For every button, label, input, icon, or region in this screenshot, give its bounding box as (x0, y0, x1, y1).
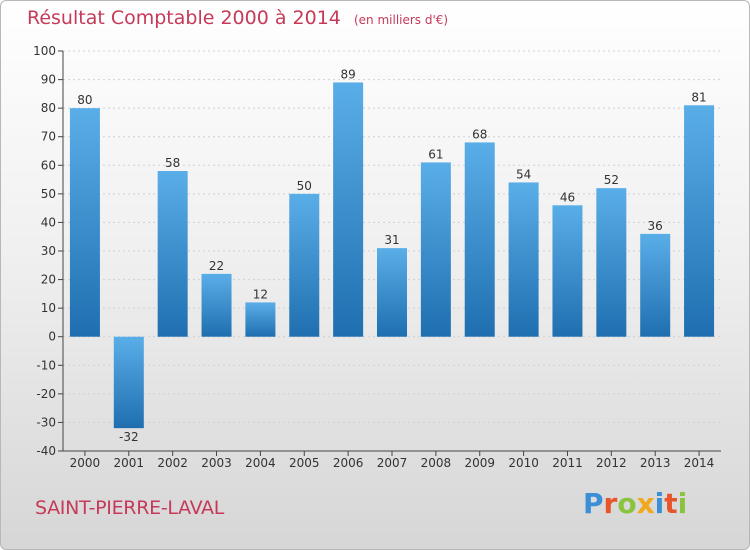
y-tick-label: -20 (36, 387, 56, 401)
data-label-2001: -32 (119, 430, 139, 444)
chart-subtitle: (en milliers d'€) (353, 13, 449, 27)
data-label-2008: 61 (428, 147, 443, 161)
x-tick-label-2001: 2001 (114, 456, 145, 470)
y-tick-label: 60 (41, 158, 56, 172)
y-tick-label: -30 (36, 415, 56, 429)
logo-letter: P (583, 487, 604, 520)
bar-2011 (552, 205, 583, 337)
bar-2006 (333, 82, 364, 337)
data-labels: 80 -32 58 22 12 50 89 31 61 68 54 46 52 36 81 (77, 67, 706, 444)
bar-2013 (640, 233, 671, 337)
bars (69, 82, 715, 429)
y-tick-label: 0 (48, 330, 56, 344)
y-tick-label: -40 (36, 444, 56, 458)
y-tick-label: 50 (41, 187, 56, 201)
x-tick-label-2004: 2004 (245, 456, 276, 470)
x-tick-label-2009: 2009 (464, 456, 495, 470)
data-label-2007: 31 (384, 233, 399, 247)
y-tick-label: 30 (41, 244, 56, 258)
data-label-2004: 12 (253, 287, 268, 301)
y-tick-label: 10 (41, 301, 56, 315)
bar-2002 (157, 171, 188, 337)
data-label-2006: 89 (340, 67, 355, 81)
data-label-2003: 22 (209, 259, 224, 273)
y-tick-label: 100 (33, 44, 56, 58)
data-label-2012: 52 (604, 173, 619, 187)
bar-2000 (69, 108, 100, 337)
chart-title: Résultat Comptable 2000 à 2014 (27, 7, 341, 29)
logo-letter: t (664, 487, 678, 520)
data-label-2014: 81 (691, 90, 706, 104)
data-label-2013: 36 (648, 219, 663, 233)
bar-2010 (508, 182, 539, 337)
bar-2003 (201, 273, 232, 337)
y-tick-label: 80 (41, 101, 56, 115)
bar-2001 (113, 336, 144, 429)
bar-2014 (684, 105, 715, 337)
logo-letter: o (617, 487, 637, 520)
bar-2009 (464, 142, 495, 337)
x-tick-label-2010: 2010 (508, 456, 539, 470)
y-tick-label: 90 (41, 73, 56, 87)
x-tick-label-2006: 2006 (333, 456, 364, 470)
data-label-2002: 58 (165, 156, 180, 170)
x-tick-label-2000: 2000 (70, 456, 101, 470)
y-tick-label: -10 (36, 358, 56, 372)
proxiti-logo: Proxiti (583, 487, 687, 520)
logo-letter: x (636, 487, 655, 520)
logo-letter: r (603, 487, 618, 520)
x-tick-label-2003: 2003 (201, 456, 232, 470)
bar-2007 (377, 248, 407, 337)
data-label-2009: 68 (472, 127, 487, 141)
logo-letter: i (654, 487, 665, 520)
x-tick-label-2007: 2007 (377, 456, 408, 470)
chart-header: Résultat Comptable 2000 à 2014 (en milli… (27, 7, 448, 29)
y-tick-label: 40 (41, 215, 56, 229)
bar-2005 (289, 193, 320, 337)
x-tick-label-2011: 2011 (552, 456, 583, 470)
axes: -40 -30 -20 -10 0 10 20 30 40 50 60 70 80 90 100 2000 20… (33, 44, 721, 470)
x-tick-label-2005: 2005 (289, 456, 320, 470)
data-label-2010: 54 (516, 167, 531, 181)
x-tick-label-2013: 2013 (640, 456, 671, 470)
x-tick-label-2012: 2012 (596, 456, 627, 470)
y-tick-label: 20 (41, 273, 56, 287)
data-label-2011: 46 (560, 190, 575, 204)
commune-name: SAINT-PIERRE-LAVAL (35, 497, 225, 519)
data-label-2005: 50 (297, 179, 312, 193)
bar-2004 (245, 302, 276, 337)
x-tick-label-2008: 2008 (421, 456, 452, 470)
x-tick-label-2014: 2014 (684, 456, 715, 470)
data-label-2000: 80 (77, 93, 92, 107)
x-tick-label-2002: 2002 (157, 456, 188, 470)
logo-letter: i (677, 487, 688, 520)
bar-2012 (596, 188, 627, 337)
bar-2008 (420, 162, 451, 337)
y-tick-label: 70 (41, 130, 56, 144)
